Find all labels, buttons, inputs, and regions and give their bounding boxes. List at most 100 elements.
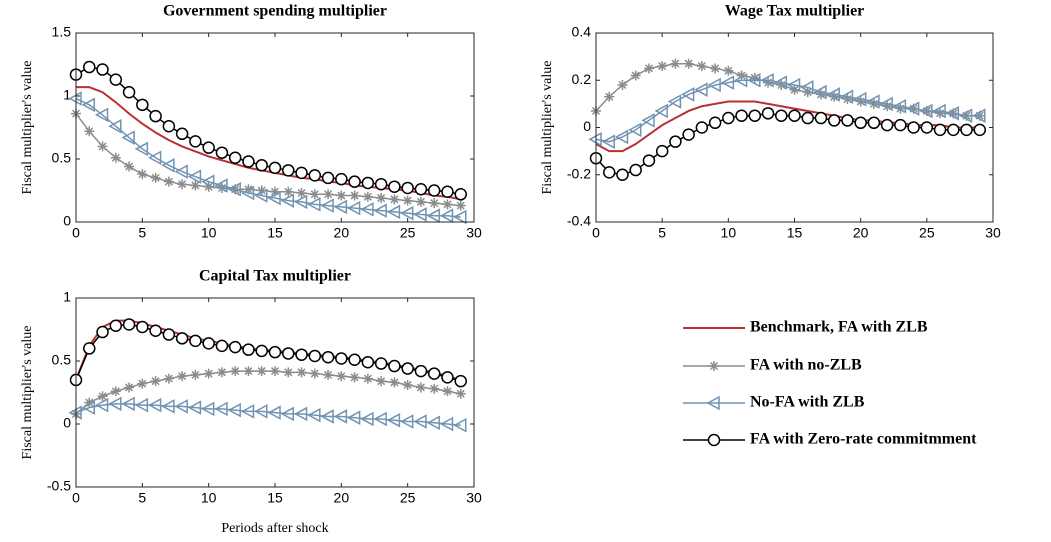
y-tick-label: 0.5 <box>52 150 72 166</box>
marker-triangle <box>453 209 467 225</box>
marker-asterisk <box>855 96 866 107</box>
marker-asterisk <box>270 186 280 197</box>
marker-triangle <box>94 107 109 123</box>
marker-circle <box>907 121 920 134</box>
marker-circle <box>722 111 735 125</box>
marker-circle <box>401 181 414 195</box>
marker-circle <box>441 185 454 199</box>
marker-circle <box>335 352 348 365</box>
marker-circle <box>321 350 335 364</box>
marker-circle <box>735 109 748 122</box>
x-tick-label: 5 <box>658 225 666 241</box>
marker-circle <box>189 135 202 148</box>
marker-triangle <box>347 200 361 216</box>
marker-triangle <box>373 203 387 218</box>
marker-circle <box>947 123 960 137</box>
marker-asterisk <box>376 193 387 204</box>
marker-circle <box>109 319 123 332</box>
marker-triangle <box>453 417 467 433</box>
x-tick-label: 25 <box>400 225 416 241</box>
marker-circle <box>242 155 255 168</box>
marker-circle <box>814 111 828 125</box>
marker-asterisk <box>97 141 108 152</box>
x-tick-label: 5 <box>138 225 146 241</box>
marker-circle <box>401 362 414 375</box>
axes-box <box>595 32 994 223</box>
marker-triangle <box>932 103 946 119</box>
x-tick-label: 10 <box>201 490 217 506</box>
marker-asterisk <box>177 371 188 382</box>
marker-asterisk <box>323 189 334 200</box>
marker-triangle <box>201 174 215 189</box>
marker-triangle <box>134 397 149 413</box>
y-tick-label: 1 <box>63 87 71 103</box>
marker-circle <box>708 116 722 130</box>
marker-triangle <box>214 401 228 417</box>
x-tick-label: 30 <box>466 490 482 506</box>
marker-asterisk <box>203 368 214 379</box>
axes-box <box>75 297 475 488</box>
legend-item: Benchmark, FA with ZLB <box>683 319 928 336</box>
marker-circle <box>827 114 841 127</box>
marker-triangle <box>400 205 414 221</box>
marker-triangle <box>280 193 295 208</box>
marker-circle <box>682 128 695 141</box>
x-tick-label: 15 <box>787 225 803 241</box>
y-tick-label: -0.2 <box>567 165 591 181</box>
marker-triangle <box>919 103 933 119</box>
marker-circle <box>427 184 441 197</box>
x-tick-label: 30 <box>466 225 482 241</box>
marker-asterisk <box>974 110 985 121</box>
marker-circle <box>374 177 388 191</box>
y-tick-label: 0.4 <box>572 24 592 40</box>
legend-label: FA with no-ZLB <box>750 357 862 374</box>
marker-triangle <box>958 108 973 123</box>
marker-asterisk <box>789 84 800 95</box>
marker-asterisk <box>137 378 148 389</box>
marker-triangle <box>413 414 427 429</box>
marker-asterisk <box>455 200 466 211</box>
marker-circle <box>295 166 308 180</box>
marker-circle <box>282 164 295 177</box>
marker-circle <box>374 357 388 370</box>
marker-triangle <box>201 401 215 417</box>
marker-circle <box>655 144 669 158</box>
marker-triangle <box>439 208 454 223</box>
marker-circle <box>801 111 814 125</box>
y-tick-label: 0 <box>583 118 591 134</box>
marker-circle <box>162 328 176 341</box>
marker-asterisk <box>230 366 241 377</box>
marker-circle <box>295 348 308 361</box>
marker-circle <box>215 146 229 159</box>
marker-circle <box>775 109 788 122</box>
y-tick-label: 1 <box>63 289 71 305</box>
marker-asterisk <box>763 77 774 88</box>
marker-asterisk <box>617 79 628 90</box>
marker-circle <box>973 123 987 137</box>
marker-triangle <box>134 141 149 157</box>
marker-circle <box>616 168 629 181</box>
marker-asterisk <box>895 103 906 114</box>
marker-asterisk <box>643 63 654 74</box>
x-tick-label: 25 <box>400 490 416 506</box>
x-axis-label: Periods after shock <box>221 521 328 536</box>
marker-asterisk <box>309 368 320 379</box>
marker-triangle <box>839 89 854 105</box>
marker-asterisk <box>442 199 453 210</box>
legend-item: No-FA with ZLB <box>683 394 865 411</box>
marker-triangle <box>240 185 255 201</box>
marker-circle <box>228 340 242 354</box>
axes-box <box>75 32 475 223</box>
marker-circle <box>175 332 189 345</box>
marker-circle <box>894 118 907 132</box>
marker-circle <box>880 118 894 132</box>
marker-triangle <box>760 72 774 88</box>
marker-asterisk <box>429 383 440 394</box>
y-tick-label: -0.4 <box>567 213 591 229</box>
marker-asterisk <box>190 369 201 380</box>
marker-triangle <box>426 415 440 431</box>
marker-triangle <box>707 77 721 93</box>
marker-triangle <box>426 208 440 223</box>
chart-title: Capital Tax multiplier <box>199 268 351 285</box>
